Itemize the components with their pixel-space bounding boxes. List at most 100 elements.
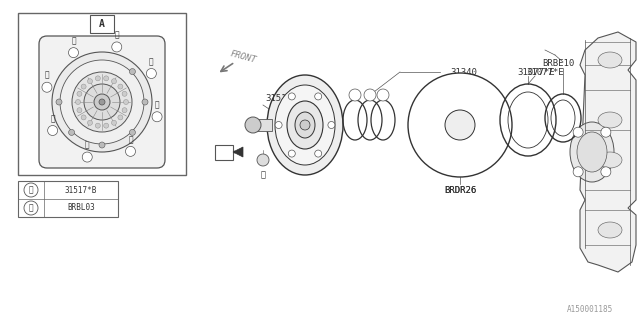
Text: ②: ② [115,30,119,39]
Circle shape [84,84,120,120]
Ellipse shape [598,152,622,168]
Text: ①: ① [29,186,33,195]
Circle shape [601,167,611,177]
Bar [250,119,272,131]
Ellipse shape [598,112,622,128]
Circle shape [142,99,148,105]
Circle shape [88,120,93,125]
Text: ②: ② [155,100,159,109]
Bar [18,181,118,217]
Ellipse shape [598,52,622,68]
Circle shape [95,123,100,128]
Text: 31340: 31340 [450,68,477,76]
Circle shape [60,60,144,144]
Text: ②: ② [149,57,154,66]
Circle shape [47,125,58,135]
Circle shape [125,146,136,156]
Circle shape [68,48,79,58]
Circle shape [77,91,82,96]
Circle shape [129,68,136,75]
Polygon shape [580,32,636,272]
Circle shape [24,201,38,215]
Circle shape [152,112,162,122]
Circle shape [72,72,132,132]
Ellipse shape [598,222,622,238]
Circle shape [94,94,110,110]
Circle shape [129,129,136,135]
Ellipse shape [295,112,315,138]
Text: ②: ② [128,135,133,144]
Text: BRBE10: BRBE10 [542,59,574,68]
Circle shape [111,120,116,125]
Bar [18,13,186,175]
Ellipse shape [287,101,323,149]
Circle shape [68,129,75,135]
Polygon shape [233,147,243,157]
Circle shape [83,152,92,162]
Text: FRONT: FRONT [229,49,257,65]
Text: A150001185: A150001185 [567,306,613,315]
Text: ②: ② [51,114,55,123]
Circle shape [288,93,295,100]
Circle shape [99,142,105,148]
Text: ②: ② [85,140,90,149]
Circle shape [573,127,583,137]
Circle shape [315,93,322,100]
Circle shape [112,42,122,52]
Circle shape [52,52,152,152]
Circle shape [288,150,295,157]
Bar [90,15,114,33]
Circle shape [328,122,335,129]
Ellipse shape [267,75,343,175]
Text: 31517*B: 31517*B [65,186,97,195]
Circle shape [349,89,361,101]
Circle shape [104,76,109,81]
Ellipse shape [275,85,335,165]
Circle shape [257,154,269,166]
Circle shape [364,89,376,101]
Circle shape [445,110,475,140]
Circle shape [81,115,86,120]
Ellipse shape [577,132,607,172]
Text: BRDR26: BRDR26 [444,186,476,195]
FancyBboxPatch shape [39,36,165,168]
Circle shape [124,100,129,105]
Text: ②: ② [71,36,76,45]
Circle shape [104,123,109,128]
Circle shape [88,79,93,84]
Text: 31077*E: 31077*E [517,68,555,76]
Text: ②: ② [260,171,266,180]
Text: BRBL03: BRBL03 [67,204,95,212]
Circle shape [122,91,127,96]
Circle shape [76,100,81,105]
Circle shape [111,79,116,84]
Circle shape [300,120,310,130]
Circle shape [377,89,389,101]
Circle shape [56,99,62,105]
Circle shape [275,122,282,129]
Circle shape [24,183,38,197]
Circle shape [42,82,52,92]
Circle shape [95,76,100,81]
Text: ②: ② [45,71,49,80]
Text: 31517T*B: 31517T*B [265,93,308,102]
Text: ①: ① [381,92,385,98]
Ellipse shape [570,122,614,182]
Text: A: A [221,148,227,156]
Bar [215,145,233,160]
Circle shape [118,84,123,89]
Circle shape [408,73,512,177]
Circle shape [99,99,105,105]
Text: ①: ① [368,92,372,98]
Circle shape [315,150,322,157]
Circle shape [122,108,127,113]
Text: 31077*E: 31077*E [526,68,564,76]
Circle shape [77,108,82,113]
Text: ②: ② [29,204,33,212]
Text: A: A [99,19,105,29]
Text: ①: ① [353,92,357,98]
Circle shape [81,84,86,89]
Circle shape [245,117,261,133]
Circle shape [601,127,611,137]
Text: BRDR26: BRDR26 [444,186,476,195]
